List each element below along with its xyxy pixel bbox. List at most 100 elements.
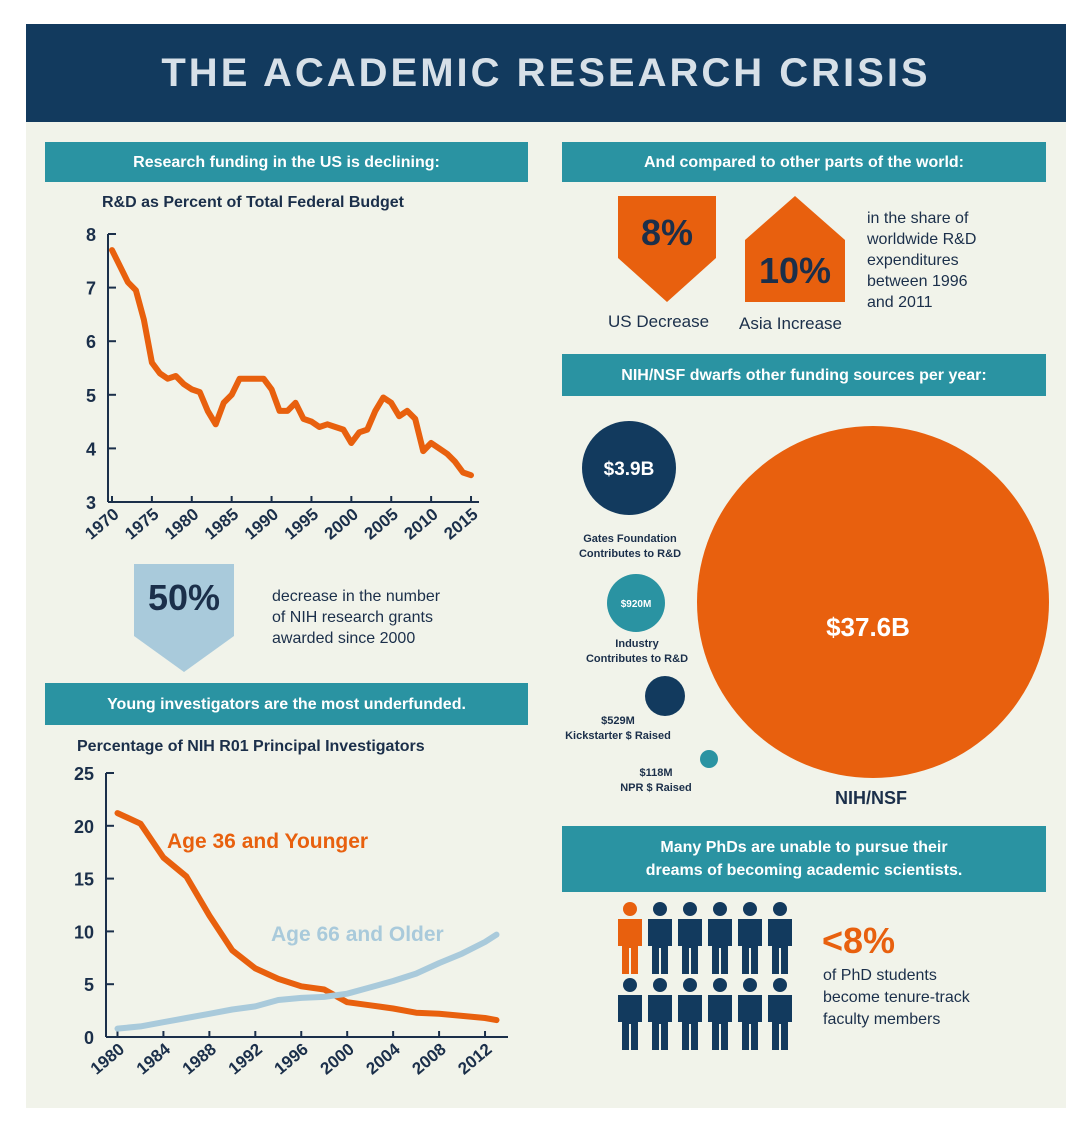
chart2-data-point xyxy=(461,953,463,955)
chart1-data-point xyxy=(231,394,233,396)
chart1-data-point xyxy=(183,383,185,385)
bubble-npr-label: $118M NPR $ Raised xyxy=(606,766,706,796)
world-desc-line: worldwide R&D xyxy=(867,231,977,248)
chart2-y-tick-label: 15 xyxy=(74,870,94,890)
chart2-data-point xyxy=(461,1015,463,1017)
bubble-kickstarter xyxy=(645,676,685,716)
chart1-y-tick-label: 3 xyxy=(86,493,96,513)
chart2-data-point xyxy=(415,1012,417,1014)
world-desc-line: and 2011 xyxy=(867,294,933,311)
chart2-data-point xyxy=(496,1019,497,1021)
chart1-data-point xyxy=(311,421,312,423)
chart1-data-point xyxy=(342,429,344,431)
down-arrow-shape xyxy=(134,564,234,672)
chart2-x-tick-label: 1988 xyxy=(179,1040,220,1079)
chart2-data-point xyxy=(140,1025,141,1027)
bubble-industry xyxy=(607,574,665,632)
chart1-data-point xyxy=(263,378,265,380)
chart2-data-point xyxy=(162,1021,164,1023)
chart1-data-point xyxy=(406,410,408,412)
chart2-data-point xyxy=(392,1008,394,1009)
chart2-data-point xyxy=(185,1017,187,1019)
rd-budget-line-chart: 3456781970197519801985199019952000200520… xyxy=(81,225,481,544)
chart1-data-point xyxy=(358,431,360,433)
chart1-y-tick-label: 8 xyxy=(86,225,96,245)
chart1-series-line-0 xyxy=(109,247,474,479)
bubble-label-line: Contributes to R&D xyxy=(585,653,689,665)
chart2-data-point xyxy=(254,1005,256,1007)
person-icon xyxy=(648,902,672,974)
world-desc-line: between 1996 xyxy=(867,273,968,290)
chart1-data-point xyxy=(151,362,153,364)
chart2-series-label-0: Age 36 and Younger xyxy=(167,830,368,853)
chart1-data-point xyxy=(191,388,193,390)
chart1-data-point xyxy=(295,402,296,404)
chart1-data-point xyxy=(159,372,161,374)
chart1-data-point xyxy=(287,410,288,412)
chart1-data-point xyxy=(223,402,225,404)
chart2-data-point xyxy=(254,967,256,969)
person-icon xyxy=(738,902,762,974)
chart2-x-tick-label: 1996 xyxy=(271,1040,312,1079)
person-icon xyxy=(768,978,792,1050)
chart2-data-point xyxy=(323,989,325,990)
chart1-data-point xyxy=(135,289,137,291)
grants-decrease-value: 50% xyxy=(147,577,221,618)
chart1-x-tick-label: 1985 xyxy=(201,505,242,544)
chart2-y-tick-label: 5 xyxy=(84,975,94,995)
chart2-y-tick-label: 20 xyxy=(74,817,94,837)
chart1-data-point xyxy=(271,388,273,390)
chart2-y-tick-label: 10 xyxy=(74,922,94,942)
section-header-phds-line1: Many PhDs are unable to pursue their xyxy=(660,839,948,856)
chart1-data-point xyxy=(462,472,464,473)
world-description: in the share of worldwide R&D expenditur… xyxy=(867,208,976,313)
us-decrease-value: 8% xyxy=(640,212,694,253)
bubble-industry-label: Industry Contributes to R&D xyxy=(567,637,707,667)
bubble-label-line: $529M xyxy=(601,715,635,727)
chart1-x-tick-label: 2010 xyxy=(401,505,442,544)
section-header-nih: NIH/NSF dwarfs other funding sources per… xyxy=(562,354,1046,396)
section-header-young: Young investigators are the most underfu… xyxy=(45,683,528,725)
bubble-npr xyxy=(700,750,718,768)
chart2-series-label-1: Age 66 and Older xyxy=(271,923,444,946)
chart1-data-point xyxy=(422,450,424,452)
world-desc-line: in the share of xyxy=(867,210,969,227)
chart2-data-point xyxy=(484,941,486,943)
chart2-series-line-0 xyxy=(114,810,500,1024)
chart1-data-point xyxy=(111,249,113,251)
chart2-data-point xyxy=(346,1001,348,1003)
bubble-nih-nsf xyxy=(697,426,1049,778)
page-title: THE ACADEMIC RESEARCH CRISIS xyxy=(161,50,931,95)
person-icon xyxy=(738,978,762,1050)
chart1-data-point xyxy=(334,426,336,428)
chart1-data-point xyxy=(446,453,448,455)
chart2-data-point xyxy=(369,986,371,988)
chart1-data-point xyxy=(374,410,376,412)
chart1-x-tick-label: 1980 xyxy=(161,505,202,544)
phd-desc-line: faculty members xyxy=(823,1011,941,1028)
phd-desc-line: of PhD students xyxy=(823,967,937,984)
person-icon xyxy=(678,902,702,974)
chart1-data-point xyxy=(215,423,217,425)
chart1-data-point xyxy=(239,378,241,380)
chart2-data-point xyxy=(369,1004,371,1006)
chart1-data-point xyxy=(398,415,400,417)
us-decrease-label: US Decrease xyxy=(608,312,710,331)
chart1-x-tick-label: 2005 xyxy=(361,505,402,544)
section-header-funding-text: Research funding in the US is declining: xyxy=(133,153,440,171)
chart2-data-point xyxy=(346,993,348,995)
person-icon xyxy=(708,902,732,974)
chart2-title: Percentage of NIH R01 Principal Investig… xyxy=(77,738,425,755)
bubble-label-line: NPR $ Raised xyxy=(620,782,692,794)
chart1-data-point xyxy=(279,410,280,412)
person-icon xyxy=(648,978,672,1050)
chart1-data-point xyxy=(430,442,432,444)
chart1-data-point xyxy=(247,378,249,380)
chart1-data-point xyxy=(143,319,145,321)
asia-increase-value: 10% xyxy=(758,250,832,291)
bubble-industry-value: $920M xyxy=(621,599,652,610)
chart2-data-point xyxy=(117,1028,118,1030)
chart1-data-point xyxy=(318,426,320,428)
chart2-y-tick-label: 0 xyxy=(84,1028,94,1048)
